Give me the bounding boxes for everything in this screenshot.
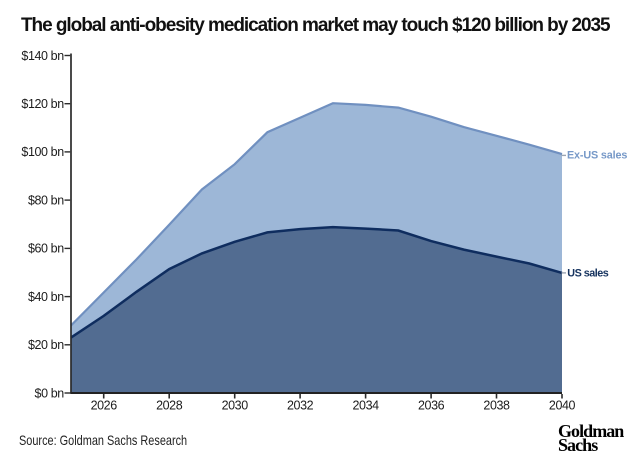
svg-text:2034: 2034 [352, 399, 379, 413]
svg-text:Ex-US sales: Ex-US sales [567, 150, 627, 162]
svg-text:$20 bn: $20 bn [28, 338, 64, 352]
svg-text:2032: 2032 [287, 399, 314, 413]
svg-text:2026: 2026 [91, 399, 118, 413]
svg-text:2030: 2030 [222, 399, 249, 413]
svg-text:$60 bn: $60 bn [28, 242, 64, 256]
svg-text:$140 bn: $140 bn [21, 49, 64, 63]
svg-text:$100 bn: $100 bn [21, 145, 64, 159]
svg-text:$80 bn: $80 bn [28, 193, 64, 207]
svg-text:2028: 2028 [156, 399, 183, 413]
svg-text:$120 bn: $120 bn [21, 97, 64, 111]
svg-text:US sales: US sales [567, 267, 609, 279]
svg-text:2036: 2036 [418, 399, 445, 413]
svg-text:$0 bn: $0 bn [35, 386, 65, 400]
svg-text:$40 bn: $40 bn [28, 290, 64, 304]
svg-text:2038: 2038 [483, 399, 510, 413]
svg-text:2040: 2040 [549, 399, 576, 413]
